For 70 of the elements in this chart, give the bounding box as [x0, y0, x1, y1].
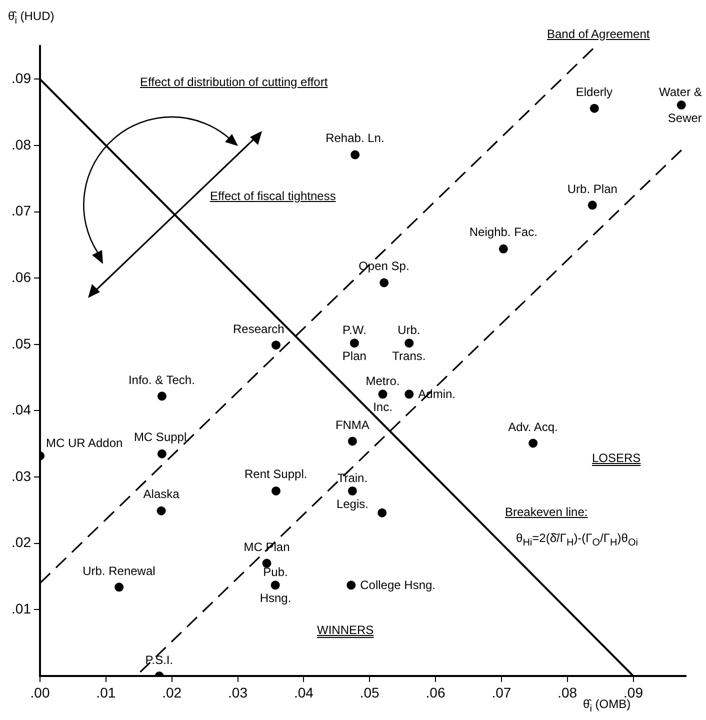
- annotation: Neighb. Fac.: [469, 225, 538, 240]
- annotation: Info. & Tech.: [128, 372, 195, 387]
- x-tick-label: .04: [294, 684, 314, 700]
- annotation: Effect of fiscal tightness: [210, 188, 336, 203]
- annotation: Urb. Plan: [567, 182, 618, 196]
- point: [404, 390, 414, 399]
- annotation: Rehab. Ln.: [326, 131, 384, 146]
- point: [348, 436, 357, 446]
- point: [271, 486, 280, 496]
- annotation: Adv. Acq.: [508, 420, 558, 434]
- annotation: College Hsng.: [360, 578, 436, 592]
- annotation: Urb. Renewal: [82, 564, 156, 578]
- annotation: Elderly: [576, 84, 613, 100]
- annotation: LOSERS: [592, 450, 641, 465]
- point: [156, 506, 166, 516]
- x-tick-label: .01: [96, 684, 116, 700]
- annotation: Research: [232, 322, 284, 336]
- annotation: Breakeven line:: [505, 504, 588, 519]
- annotation: WINNERS: [317, 622, 374, 637]
- point: [528, 438, 538, 448]
- y-tick-label: .03: [12, 468, 32, 484]
- y-tick-label: .09: [12, 70, 32, 86]
- x-tick-label: .03: [228, 684, 248, 700]
- x-tick-label: .05: [360, 684, 380, 700]
- annotation: Rent Suppl.: [244, 467, 308, 482]
- annotation: P.W. Plan: [342, 322, 366, 366]
- point: [346, 580, 356, 590]
- point: [350, 150, 360, 160]
- annotation: Water & Sewer: [659, 84, 702, 128]
- y-tick-label: .04: [12, 402, 32, 418]
- y-tick-label: .08: [12, 136, 32, 152]
- point: [588, 200, 597, 210]
- point: [590, 104, 599, 113]
- annotation: Pub. Hsng.: [260, 564, 292, 608]
- y-tick-label: .01: [12, 600, 32, 617]
- point: [676, 100, 686, 110]
- y-tick-label: .07: [12, 202, 32, 219]
- point: [114, 582, 124, 592]
- point: [262, 558, 272, 568]
- y-tick-label: .06: [12, 268, 32, 285]
- annotation: MC UR Addon: [46, 436, 123, 451]
- y-tick-label: .05: [12, 335, 32, 352]
- x-tick-label: .07: [492, 684, 512, 700]
- annotation: FNMA: [335, 418, 370, 432]
- y-axis-title: θ̂$_{i}$ (HUD): [8, 9, 54, 26]
- point: [157, 449, 166, 458]
- annotation: Alaska: [143, 487, 180, 502]
- point: [498, 244, 508, 254]
- point: [380, 278, 389, 288]
- annotation: Effect of distribution of cutting effort: [140, 74, 328, 89]
- point: [270, 580, 280, 590]
- x-tick-label: .02: [162, 684, 182, 700]
- annotation: Train. Legis.: [336, 470, 368, 513]
- y-tick-label: .02: [12, 534, 32, 550]
- annotation: Urb. Trans.: [392, 322, 426, 366]
- annotation: MC Suppl.: [134, 430, 190, 445]
- text: Band of Agreement: [547, 26, 650, 41]
- point: [350, 338, 359, 348]
- annotation: P.S.I.: [145, 652, 174, 667]
- point: [271, 340, 280, 350]
- annotation: Metro. Inc.: [366, 374, 400, 414]
- x-tick-label: .06: [426, 684, 446, 700]
- point: [378, 508, 387, 518]
- x-tick-label: .08: [558, 684, 578, 700]
- point: [378, 390, 388, 399]
- text: θ$_{Hi}$=2(δ̄/Γ$_{H}$)-(Γ$_{O}$/Γ$_{H}$)θ$_{Oi}$: [516, 531, 638, 548]
- point: [157, 392, 166, 401]
- x-tick-label: .00: [30, 684, 50, 700]
- point: [348, 486, 357, 496]
- point: [404, 338, 414, 348]
